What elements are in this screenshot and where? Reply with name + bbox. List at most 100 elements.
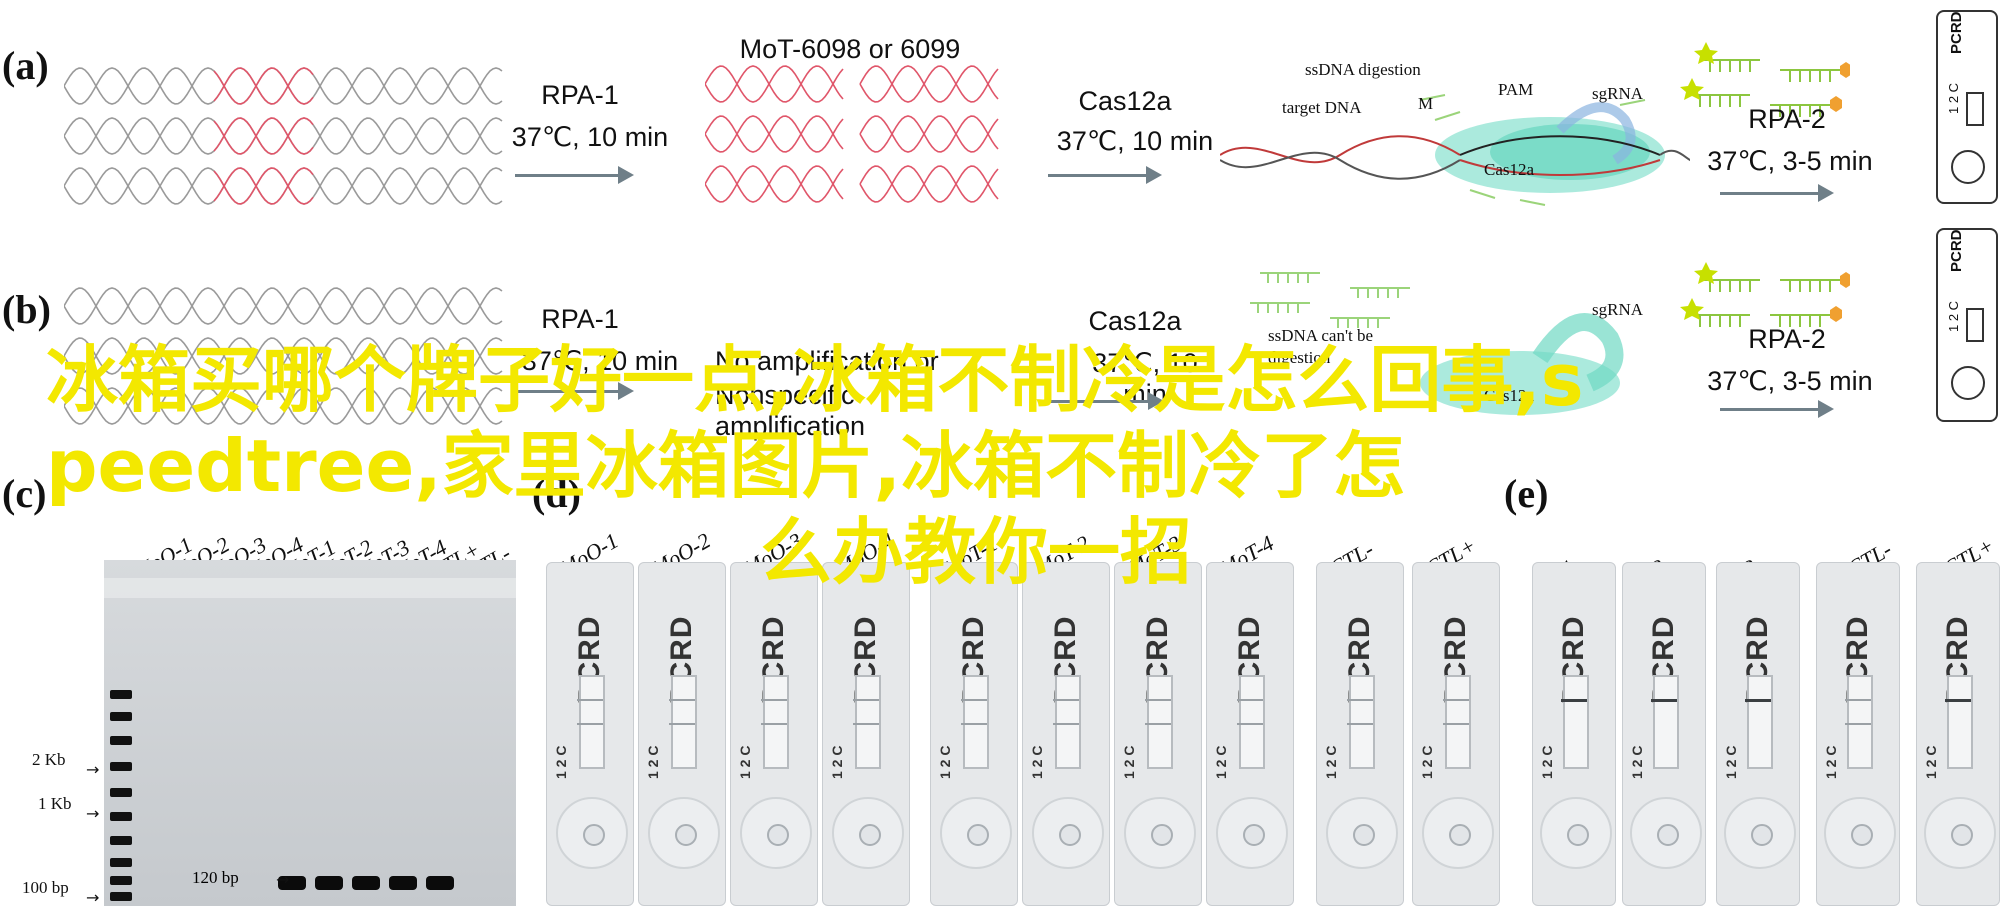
strip-test-line-1 bbox=[853, 723, 879, 725]
strip-sample-well bbox=[1216, 797, 1288, 869]
panel-c-marker-2kb-arrow-icon: → bbox=[86, 760, 100, 779]
strip-window bbox=[1349, 675, 1375, 769]
ladder-band-9 bbox=[110, 892, 132, 901]
strip-test-line-0 bbox=[1845, 699, 1871, 701]
panel-b-step2-line2: Nonspecific amplification bbox=[715, 380, 866, 441]
strip-line-labels: 1 2 C bbox=[1923, 745, 1939, 779]
strip-sample-well bbox=[940, 797, 1012, 869]
gel-band-2 bbox=[352, 876, 380, 890]
strip-line-labels: 1 2 C bbox=[937, 745, 953, 779]
panel-d-strip-6: PCRD 1 2 C bbox=[1114, 562, 1202, 906]
strip-test-line-1 bbox=[1053, 723, 1079, 725]
panel-a-step2-title: MoT-6098 or 6099 bbox=[739, 34, 961, 64]
panel-a-amplicons bbox=[705, 65, 999, 203]
strip-test-line-0 bbox=[1745, 699, 1771, 702]
panel-b-labeled-amplicons bbox=[1680, 262, 1850, 327]
panel-b-step1-cond: 37℃, 10 min bbox=[521, 346, 679, 376]
panel-d-strip-3: PCRD 1 2 C bbox=[822, 562, 910, 906]
ladder-band-8 bbox=[110, 876, 132, 885]
strip-test-line-1 bbox=[961, 723, 987, 725]
strip-line-labels: 1 2 C bbox=[1121, 745, 1137, 779]
strip-sample-well bbox=[648, 797, 720, 869]
panel-d-strip-2: PCRD 1 2 C bbox=[730, 562, 818, 906]
panel-d-strip-9: PCRD 1 2 C bbox=[1412, 562, 1500, 906]
panel-a-step4-title: RPA-2 bbox=[1748, 104, 1826, 134]
strip-test-line-1 bbox=[1347, 723, 1373, 725]
ladder-band-6 bbox=[110, 836, 132, 845]
strip-test-line-0 bbox=[1053, 699, 1079, 701]
strip-window bbox=[763, 675, 789, 769]
strip-test-line-0 bbox=[853, 699, 879, 701]
strip-line-labels: 1 2 C bbox=[1629, 745, 1645, 779]
panel-b-step4-title: RPA-2 bbox=[1748, 324, 1826, 354]
panel-e-strip-0: PCRD 1 2 C bbox=[1532, 562, 1616, 906]
panel-a-step1-cond: 37℃, 10 min bbox=[511, 122, 669, 152]
panel-a-arrow-2 bbox=[1048, 166, 1162, 184]
panel-a-device-well bbox=[1951, 150, 1985, 184]
strip-test-line-0 bbox=[1443, 699, 1469, 701]
panel-a-cas12a-diagram bbox=[1220, 94, 1690, 206]
panel-e-strip-4: PCRD 1 2 C bbox=[1916, 562, 2000, 906]
panel-e-strip-2: PCRD 1 2 C bbox=[1716, 562, 1800, 906]
strip-test-line-1 bbox=[1145, 723, 1171, 725]
panel-b-label-digest: digestion bbox=[1268, 348, 1331, 367]
strip-window bbox=[963, 675, 989, 769]
strip-test-line-0 bbox=[761, 699, 787, 701]
strip-line-labels: 1 2 C bbox=[1213, 745, 1229, 779]
strip-window bbox=[1947, 675, 1973, 769]
panel-a-label-pam: PAM bbox=[1498, 80, 1534, 99]
panel-b-step4-cond: 37℃, 3-5 min bbox=[1707, 366, 1873, 396]
strip-test-line-0 bbox=[577, 699, 603, 701]
strip-sample-well bbox=[832, 797, 904, 869]
gel-band-1 bbox=[315, 876, 343, 890]
strip-test-line-0 bbox=[1347, 699, 1373, 701]
panel-a-dna-helices bbox=[64, 67, 503, 205]
strip-line-labels: 1 2 C bbox=[1323, 745, 1339, 779]
overlay-line-1: 冰箱买哪个牌子好一点,冰箱不制冷是怎么回事,s bbox=[46, 338, 1584, 422]
ladder-band-7 bbox=[110, 858, 132, 867]
panel-d-strip-7: PCRD 1 2 C bbox=[1206, 562, 1294, 906]
strip-window bbox=[1847, 675, 1873, 769]
strip-sample-well bbox=[1630, 797, 1702, 869]
gel-band-0 bbox=[278, 876, 306, 890]
panel-c-label: (c) bbox=[2, 471, 47, 516]
panel-c-marker-1kb: 1 Kb bbox=[38, 794, 72, 813]
panel-c-marker-2kb: 2 Kb bbox=[32, 750, 66, 769]
panel-d-strip-4: PCRD 1 2 C bbox=[930, 562, 1018, 906]
panel-a-label: (a) bbox=[2, 43, 49, 88]
strip-test-line-1 bbox=[669, 723, 695, 725]
strip-test-line-1 bbox=[1845, 723, 1871, 725]
ladder-band-2 bbox=[110, 736, 132, 745]
panel-d-strip-1: PCRD 1 2 C bbox=[638, 562, 726, 906]
panel-b-step3-title: Cas12a bbox=[1088, 306, 1182, 336]
strip-test-line-1 bbox=[577, 723, 603, 725]
strip-sample-well bbox=[556, 797, 628, 869]
strip-test-line-0 bbox=[961, 699, 987, 701]
strip-window bbox=[1563, 675, 1589, 769]
panel-a-step1-title: RPA-1 bbox=[541, 80, 619, 110]
panel-c-marker-100bp-arrow-icon: → bbox=[86, 888, 100, 907]
panel-c-marker-100bp: 100 bp bbox=[22, 878, 69, 897]
strip-line-labels: 1 2 C bbox=[553, 745, 569, 779]
panel-b-device-pcrd: PCRD bbox=[1948, 229, 1965, 272]
strip-test-line-1 bbox=[1443, 723, 1469, 725]
ladder-band-0 bbox=[110, 690, 132, 699]
panel-b-label: (b) bbox=[2, 287, 51, 332]
strip-window bbox=[671, 675, 697, 769]
panel-c-band-label: 120 bp bbox=[192, 868, 239, 887]
panel-a-device: PCRD 1 2 C bbox=[1936, 10, 1998, 204]
strip-line-labels: 1 2 C bbox=[1419, 745, 1435, 779]
overlay-line-3: 么办教你一招 bbox=[760, 510, 1193, 594]
panel-a-label-cas: Cas12a bbox=[1484, 160, 1535, 179]
strip-window bbox=[1147, 675, 1173, 769]
panel-c-marker-1kb-arrow-icon: → bbox=[86, 804, 100, 823]
strip-line-labels: 1 2 C bbox=[1823, 745, 1839, 779]
strip-test-line-1 bbox=[761, 723, 787, 725]
strip-line-labels: 1 2 C bbox=[1029, 745, 1045, 779]
panel-b-step2-line1: No amplification or bbox=[715, 346, 939, 376]
panel-b-label-sgrna: sgRNA bbox=[1592, 300, 1644, 319]
strip-sample-well bbox=[1924, 797, 1996, 869]
panel-b-cas12a-diagram bbox=[1250, 272, 1624, 415]
panel-a-label-sgrna: sgRNA bbox=[1592, 84, 1644, 103]
panel-d-strip-5: PCRD 1 2 C bbox=[1022, 562, 1110, 906]
